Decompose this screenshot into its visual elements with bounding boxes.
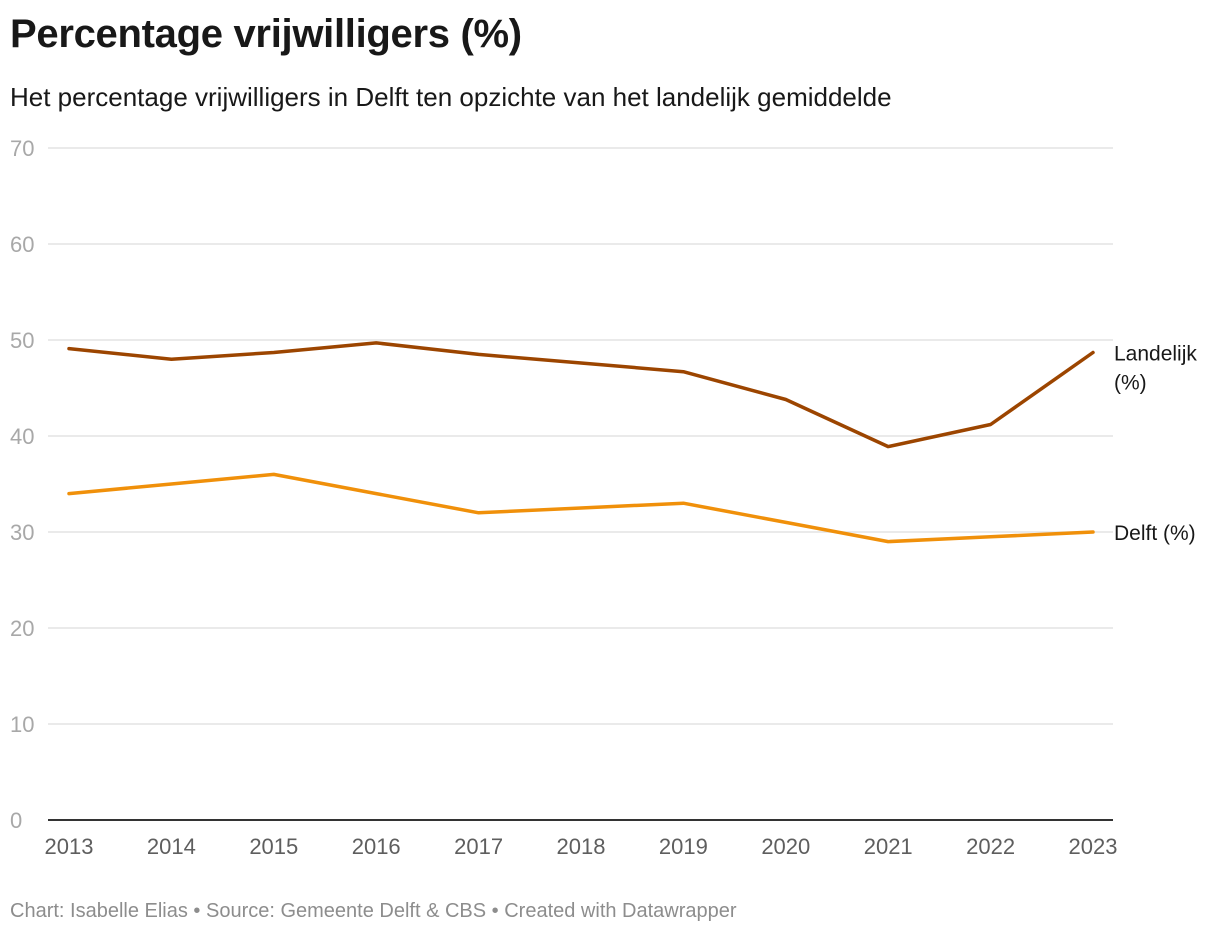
y-tick-label: 30 xyxy=(10,520,34,545)
x-tick-label: 2017 xyxy=(454,834,503,859)
y-axis-ticks: 0 10 20 30 40 50 60 70 xyxy=(10,136,34,833)
series-line-delft xyxy=(67,472,1095,544)
x-axis-ticks: 2013 2014 2015 2016 2017 2018 2019 2020 2021 2022… xyxy=(45,834,1118,859)
y-tick-label: 60 xyxy=(10,232,34,257)
y-tick-label: 0 xyxy=(10,808,22,833)
series-label-landelijk: (%) xyxy=(1114,371,1147,394)
x-tick-label: 2018 xyxy=(557,834,606,859)
x-tick-label: 2016 xyxy=(352,834,401,859)
y-tick-label: 20 xyxy=(10,616,34,641)
series-line-landelijk xyxy=(67,341,1095,449)
x-tick-label: 2022 xyxy=(966,834,1015,859)
chart-subtitle: Het percentage vrijwilligers in Delft te… xyxy=(10,82,892,112)
series-label-delft: Delft (%) xyxy=(1114,522,1196,545)
y-tick-label: 40 xyxy=(10,424,34,449)
grid-layer xyxy=(48,147,1113,821)
x-tick-label: 2014 xyxy=(147,834,196,859)
y-tick-label: 50 xyxy=(10,328,34,353)
series-labels: Landelijk (%) Delft (%) xyxy=(1114,342,1197,545)
y-tick-label: 70 xyxy=(10,136,34,161)
x-tick-label: 2021 xyxy=(864,834,913,859)
series-layer xyxy=(67,341,1095,544)
x-tick-label: 2013 xyxy=(45,834,94,859)
y-tick-label: 10 xyxy=(10,712,34,737)
x-tick-label: 2023 xyxy=(1069,834,1118,859)
chart-footer: Chart: Isabelle Elias • Source: Gemeente… xyxy=(10,900,737,922)
chart-title: Percentage vrijwilligers (%) xyxy=(10,12,522,56)
series-label-landelijk: Landelijk xyxy=(1114,342,1197,365)
x-tick-label: 2020 xyxy=(761,834,810,859)
x-tick-label: 2019 xyxy=(659,834,708,859)
x-tick-label: 2015 xyxy=(249,834,298,859)
